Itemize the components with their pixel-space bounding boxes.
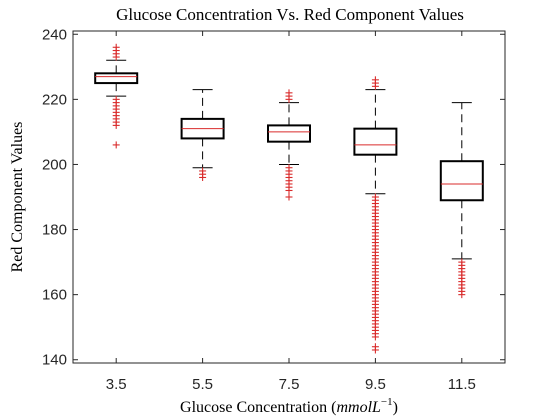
iqr-box	[353, 127, 398, 156]
y-axis-ticks: 140 160 180 200 220 240	[42, 26, 505, 369]
y-axis-label: Red Component Values	[9, 122, 26, 273]
outlier-marker	[199, 167, 207, 175]
x-tick-label: 11.5	[448, 376, 476, 393]
box-11-5	[439, 102, 484, 299]
outlier-marker	[285, 193, 293, 201]
outlier-marker	[112, 95, 120, 103]
x-axis-ticks: 3.5 5.5 7.5 9.5 11.5	[106, 31, 476, 393]
outlier-marker	[112, 43, 120, 51]
x-tick-label: 7.5	[279, 376, 300, 393]
y-tick-label: 220	[42, 91, 67, 108]
y-tick-label: 160	[42, 287, 67, 304]
chart-title: Glucose Concentration Vs. Red Component …	[116, 5, 464, 24]
iqr-box	[94, 72, 139, 85]
iqr-box	[439, 160, 484, 202]
outlier-marker	[285, 89, 293, 97]
x-axis-label-text: Glucose Concentration (	[180, 399, 336, 416]
x-tick-label: 3.5	[106, 376, 127, 393]
x-axis-label-close: )	[393, 399, 398, 416]
outlier-marker	[458, 258, 466, 266]
box-5-5	[180, 89, 225, 181]
outlier-marker	[112, 141, 120, 149]
box-3-5	[94, 43, 139, 149]
x-axis-label-exponent: −1	[381, 396, 393, 408]
y-tick-label: 240	[42, 26, 67, 43]
box-series	[94, 43, 484, 354]
x-axis-label-unit: mmolL	[336, 399, 381, 416]
box-9-5	[353, 76, 398, 354]
outlier-marker	[371, 76, 379, 84]
y-tick-label: 140	[42, 352, 67, 369]
x-tick-label: 9.5	[365, 376, 386, 393]
x-axis-label: Glucose Concentration (mmolL−1)	[180, 396, 398, 416]
iqr-box	[267, 124, 311, 143]
outlier-marker	[371, 343, 379, 351]
outlier-marker	[285, 164, 293, 172]
x-tick-label: 5.5	[192, 376, 213, 393]
box-7-5	[267, 89, 311, 201]
outlier-marker	[371, 193, 379, 201]
y-tick-label: 180	[42, 222, 67, 239]
y-tick-label: 200	[42, 156, 67, 173]
